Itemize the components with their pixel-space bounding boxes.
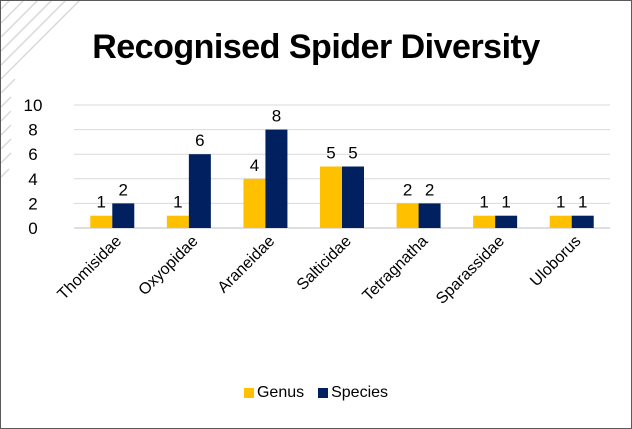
legend-swatch-species <box>318 388 329 398</box>
data-label: 8 <box>272 107 281 126</box>
x-tick-label: Tetragnatha <box>360 233 432 305</box>
data-label: 1 <box>479 193 488 212</box>
bar-genus-thomisidae <box>90 215 113 228</box>
y-tick-label: 0 <box>28 219 37 238</box>
bar-genus-tetragnatha <box>396 203 419 228</box>
bar-genus-oxyopidae <box>166 215 189 228</box>
legend-swatch-genus <box>243 388 254 398</box>
x-tick-label: Oxyopidae <box>136 233 202 299</box>
x-tick-label: Uloborus <box>527 233 584 290</box>
bar-species-oxyopidae <box>188 154 211 228</box>
chart-title: Recognised Spider Diversity <box>92 28 540 66</box>
y-tick-label: 4 <box>28 170 37 189</box>
legend-item-genus: Genus <box>243 384 305 402</box>
x-tick-label: Thomisidae <box>55 233 126 304</box>
bar-species-araneidae <box>265 129 288 228</box>
data-label: 1 <box>556 193 565 212</box>
bar-genus-uloborus <box>549 215 572 228</box>
legend: Genus Species <box>0 384 632 402</box>
y-tick-label: 8 <box>28 121 37 140</box>
legend-label-genus: Genus <box>256 384 305 401</box>
bar-species-uloborus <box>571 215 594 228</box>
x-tick-label: Sparassidae <box>433 233 508 308</box>
data-label: 2 <box>119 180 128 199</box>
x-tick-label: Salticidae <box>294 233 355 294</box>
data-label: 6 <box>195 131 204 150</box>
bar-species-sparassidae <box>495 215 518 228</box>
y-tick-label: 2 <box>28 194 37 213</box>
data-label: 5 <box>326 144 335 163</box>
y-tick-label: 6 <box>28 145 37 164</box>
data-label: 1 <box>501 193 510 212</box>
bar-species-salticidae <box>342 166 364 228</box>
bar-genus-salticidae <box>320 166 342 228</box>
data-label: 1 <box>97 193 106 212</box>
data-label: 2 <box>403 180 412 199</box>
data-label: 1 <box>173 193 182 212</box>
legend-item-species: Species <box>318 384 388 402</box>
bar-species-tetragnatha <box>418 203 441 228</box>
data-label: 5 <box>348 144 357 163</box>
data-label: 2 <box>425 180 434 199</box>
bar-species-thomisidae <box>112 203 135 228</box>
x-tick-label: Araneidae <box>215 233 279 297</box>
y-tick-label: 10 <box>24 96 43 115</box>
legend-label-species: Species <box>331 384 389 401</box>
bar-genus-sparassidae <box>473 215 496 228</box>
bar-genus-araneidae <box>243 178 266 228</box>
data-label: 1 <box>578 193 587 212</box>
data-label: 4 <box>250 156 259 175</box>
